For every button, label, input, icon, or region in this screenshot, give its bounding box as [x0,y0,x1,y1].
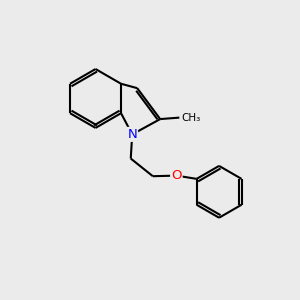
Text: N: N [127,128,137,141]
Text: O: O [171,169,181,182]
Text: CH₃: CH₃ [182,112,201,123]
